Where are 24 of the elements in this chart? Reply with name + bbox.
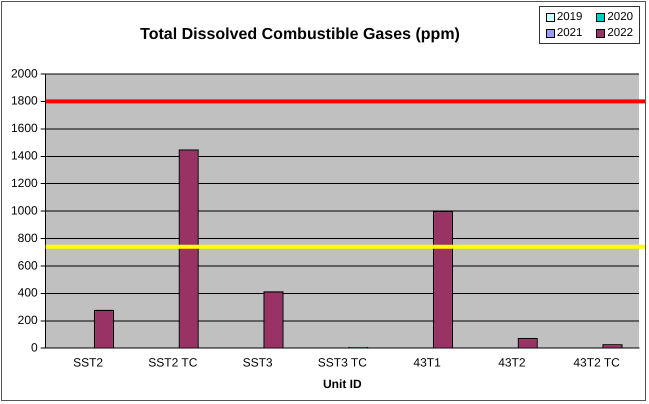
y-tick-label: 0 xyxy=(31,340,38,355)
x-tick-label: 43T1 xyxy=(413,356,442,370)
x-tick-label: 43T2 TC xyxy=(573,356,620,370)
legend-label: 2021 xyxy=(556,27,582,39)
y-tick-label: 1800 xyxy=(10,94,38,108)
x-tick-label: SST3 TC xyxy=(318,356,368,370)
legend-label: 2019 xyxy=(556,11,582,23)
x-tick-label: SST2 TC xyxy=(148,356,198,370)
y-tick-label: 1400 xyxy=(10,148,38,163)
x-axis-title: Unit ID xyxy=(323,377,362,392)
x-tick-label: SST3 xyxy=(242,356,273,370)
legend-label: 2020 xyxy=(607,11,633,23)
x-tick-label: 43T2 xyxy=(498,356,526,370)
chart-title: Total Dissolved Combustible Gases (ppm) xyxy=(139,26,461,44)
y-tick-label: 200 xyxy=(18,313,38,328)
y-tick-label: 600 xyxy=(18,258,38,272)
y-tick-label: 1200 xyxy=(10,176,38,190)
y-tick-label: 400 xyxy=(18,286,38,300)
y-tick-label: 2000 xyxy=(10,66,38,80)
y-tick-label: 1000 xyxy=(10,203,38,218)
y-tick-label: 1600 xyxy=(10,121,38,136)
legend-label: 2022 xyxy=(607,27,633,39)
y-tick-label: 800 xyxy=(18,230,38,245)
x-tick-label: SST2 xyxy=(73,356,104,370)
